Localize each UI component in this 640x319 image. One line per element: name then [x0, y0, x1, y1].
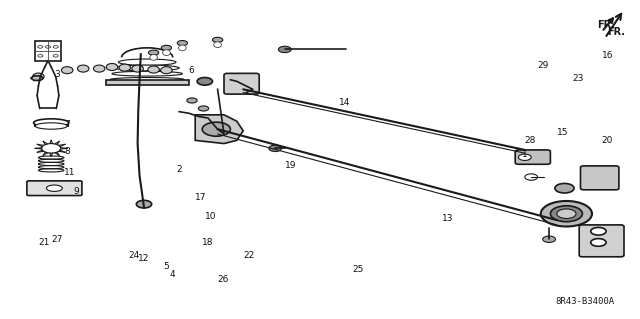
- Ellipse shape: [161, 67, 172, 74]
- Text: 2: 2: [176, 165, 182, 174]
- Text: 8: 8: [64, 147, 70, 156]
- Circle shape: [541, 201, 592, 226]
- Ellipse shape: [112, 71, 182, 76]
- Ellipse shape: [163, 50, 170, 56]
- Text: 21: 21: [38, 238, 50, 247]
- Ellipse shape: [106, 63, 118, 70]
- Ellipse shape: [47, 185, 63, 191]
- Ellipse shape: [119, 64, 131, 71]
- Ellipse shape: [34, 119, 69, 127]
- Circle shape: [557, 209, 576, 219]
- Text: FR.: FR.: [597, 20, 615, 30]
- Circle shape: [42, 144, 61, 153]
- Circle shape: [202, 122, 230, 136]
- Ellipse shape: [179, 45, 186, 51]
- Text: 5: 5: [163, 262, 169, 271]
- Text: 9: 9: [74, 187, 79, 196]
- Text: 23: 23: [573, 74, 584, 83]
- Bar: [35, 41, 61, 61]
- Circle shape: [177, 41, 188, 46]
- Ellipse shape: [132, 65, 143, 72]
- Text: 22: 22: [243, 251, 255, 260]
- Text: 7: 7: [64, 120, 70, 129]
- Ellipse shape: [77, 65, 89, 72]
- Circle shape: [525, 174, 538, 180]
- Text: 11: 11: [64, 168, 76, 177]
- FancyBboxPatch shape: [580, 166, 619, 190]
- Circle shape: [187, 98, 197, 103]
- Ellipse shape: [115, 65, 179, 71]
- Text: 24: 24: [128, 251, 140, 260]
- Circle shape: [212, 37, 223, 42]
- Text: 19: 19: [285, 161, 296, 170]
- Text: 14: 14: [339, 98, 351, 107]
- Circle shape: [278, 46, 291, 53]
- Ellipse shape: [35, 123, 67, 129]
- Text: 6: 6: [189, 66, 195, 75]
- Circle shape: [136, 200, 152, 208]
- Ellipse shape: [214, 42, 221, 48]
- Circle shape: [38, 55, 43, 57]
- Text: 13: 13: [442, 214, 453, 223]
- Circle shape: [53, 55, 58, 57]
- FancyBboxPatch shape: [27, 181, 82, 196]
- Text: 10: 10: [205, 212, 216, 221]
- Text: 17: 17: [195, 193, 207, 202]
- Text: FR.: FR.: [607, 27, 625, 37]
- Text: 20: 20: [602, 136, 613, 145]
- Circle shape: [38, 46, 43, 48]
- Ellipse shape: [33, 73, 44, 80]
- Circle shape: [161, 45, 172, 50]
- Text: 1: 1: [522, 150, 527, 159]
- Polygon shape: [31, 76, 44, 80]
- Circle shape: [555, 183, 574, 193]
- Text: 25: 25: [352, 265, 364, 274]
- FancyBboxPatch shape: [579, 225, 624, 257]
- Ellipse shape: [61, 67, 73, 74]
- FancyBboxPatch shape: [224, 73, 259, 94]
- Text: 8R43-B3400A: 8R43-B3400A: [556, 297, 614, 306]
- Text: 29: 29: [538, 61, 549, 70]
- Bar: [106, 80, 189, 85]
- Ellipse shape: [118, 59, 176, 65]
- Text: 28: 28: [525, 136, 536, 145]
- Circle shape: [543, 236, 556, 242]
- Polygon shape: [195, 115, 243, 144]
- Text: 4: 4: [170, 270, 175, 279]
- Circle shape: [269, 145, 282, 152]
- Circle shape: [518, 154, 531, 160]
- Circle shape: [550, 206, 582, 222]
- Circle shape: [591, 227, 606, 235]
- FancyBboxPatch shape: [515, 150, 550, 164]
- Circle shape: [45, 46, 51, 48]
- Ellipse shape: [111, 78, 184, 81]
- Text: 3: 3: [54, 70, 60, 79]
- Text: 18: 18: [202, 238, 213, 247]
- Circle shape: [53, 46, 58, 48]
- Circle shape: [198, 106, 209, 111]
- Text: 16: 16: [602, 51, 613, 60]
- Circle shape: [591, 239, 606, 246]
- Ellipse shape: [148, 66, 159, 73]
- Ellipse shape: [150, 55, 157, 60]
- Text: 27: 27: [51, 235, 63, 244]
- Circle shape: [197, 78, 212, 85]
- Text: 26: 26: [218, 275, 229, 284]
- Text: 12: 12: [138, 254, 149, 263]
- Ellipse shape: [93, 65, 105, 72]
- Circle shape: [148, 50, 159, 55]
- Text: 15: 15: [557, 128, 568, 137]
